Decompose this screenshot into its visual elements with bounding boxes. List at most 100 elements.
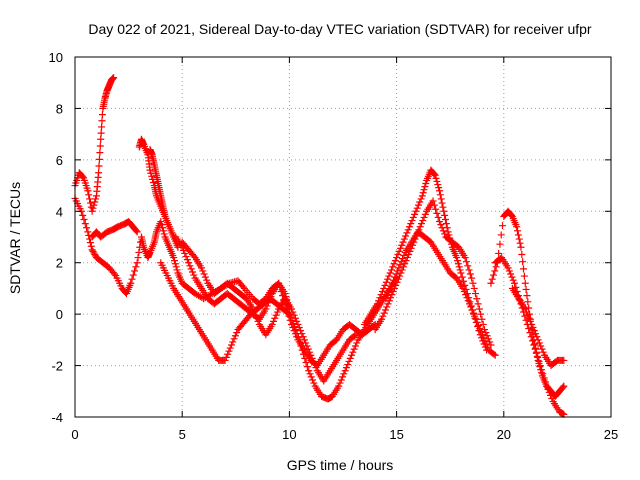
data-point-marker	[466, 270, 474, 278]
data-point-marker	[344, 361, 352, 369]
data-point-marker	[526, 329, 534, 337]
data-point-marker	[229, 338, 237, 346]
data-point-marker	[288, 320, 296, 328]
data-point-marker	[348, 351, 356, 359]
grid	[75, 57, 611, 417]
data-point-marker	[98, 117, 106, 125]
data-point-marker	[516, 239, 524, 247]
data-point-marker	[382, 278, 390, 286]
data-point-marker	[524, 298, 532, 306]
data-point-marker	[387, 266, 395, 274]
data-point-marker	[291, 314, 299, 322]
data-point-marker	[505, 267, 513, 275]
data-point-marker	[478, 331, 486, 339]
data-point-marker	[434, 213, 442, 221]
data-point-marker	[110, 74, 118, 82]
data-point-marker	[383, 303, 391, 311]
data-point-marker	[249, 305, 257, 313]
data-point-marker	[290, 311, 298, 319]
data-point-marker	[185, 259, 193, 267]
series-satellite-track-8	[178, 238, 360, 385]
data-point-marker	[419, 217, 427, 225]
data-point-marker	[270, 317, 278, 325]
data-point-marker	[456, 266, 464, 274]
data-point-marker	[418, 192, 426, 200]
data-point-marker	[84, 228, 92, 236]
series-satellite-track-13	[491, 254, 568, 418]
data-point-marker	[560, 356, 568, 364]
data-point-marker	[170, 257, 178, 265]
data-point-marker	[433, 209, 441, 217]
data-point-marker	[87, 242, 95, 250]
data-point-marker	[471, 290, 479, 298]
y-tick-label: 0	[56, 307, 63, 322]
data-point-marker	[402, 232, 410, 240]
data-point-marker	[399, 255, 407, 263]
data-point-marker	[346, 354, 354, 362]
data-point-marker	[396, 261, 404, 269]
data-point-marker	[534, 353, 542, 361]
data-point-marker	[127, 279, 135, 287]
data-point-marker	[95, 162, 103, 170]
data-point-marker	[286, 316, 294, 324]
data-point-marker	[135, 248, 143, 256]
data-point-marker	[133, 259, 141, 267]
series-satellite-track-3	[88, 218, 141, 241]
data-point-marker	[170, 254, 178, 262]
data-point-marker	[532, 349, 540, 357]
data-point-marker	[250, 308, 258, 316]
data-point-marker	[435, 187, 443, 195]
data-point-marker	[146, 166, 154, 174]
data-point-marker	[465, 266, 473, 274]
data-point-marker	[373, 300, 381, 308]
data-point-marker	[462, 258, 470, 266]
data-point-marker	[513, 223, 521, 231]
y-tick-label: -2	[51, 359, 63, 374]
data-point-marker	[441, 216, 449, 224]
data-point-marker	[432, 205, 440, 213]
data-point-marker	[199, 267, 207, 275]
data-point-marker	[525, 314, 533, 322]
data-point-marker	[477, 310, 485, 318]
data-point-marker	[548, 394, 556, 402]
data-point-marker	[299, 333, 307, 341]
data-point-marker	[86, 239, 94, 247]
data-point-marker	[459, 284, 467, 292]
data-point-marker	[351, 342, 359, 350]
data-points	[71, 74, 568, 418]
data-point-marker	[268, 320, 276, 328]
data-point-marker	[306, 348, 314, 356]
data-point-marker	[276, 283, 284, 291]
data-point-marker	[533, 333, 541, 341]
data-point-marker	[385, 272, 393, 280]
data-point-marker	[530, 327, 538, 335]
data-point-marker	[203, 276, 211, 284]
data-point-marker	[480, 334, 488, 342]
plot-frame	[74, 56, 612, 418]
data-point-marker	[133, 228, 141, 236]
data-point-marker	[341, 367, 349, 375]
axis-ticks	[74, 56, 612, 418]
data-point-marker	[393, 267, 401, 275]
data-point-marker	[88, 207, 96, 215]
data-point-marker	[473, 318, 481, 326]
data-point-marker	[467, 303, 475, 311]
data-point-marker	[380, 284, 388, 292]
data-point-marker	[291, 330, 299, 338]
data-point-marker	[460, 288, 468, 296]
y-tick-label: 6	[56, 153, 63, 168]
series-satellite-track-5	[146, 146, 169, 220]
data-point-marker	[438, 224, 446, 232]
data-point-marker	[89, 204, 97, 212]
data-point-marker	[233, 329, 241, 337]
y-tick-label: -4	[51, 410, 63, 425]
data-point-marker	[352, 331, 360, 339]
data-point-marker	[253, 314, 261, 322]
data-point-marker	[534, 336, 542, 344]
data-point-marker	[351, 332, 359, 340]
data-point-marker	[435, 184, 443, 192]
data-point-marker	[468, 306, 476, 314]
series-satellite-track-2	[71, 194, 293, 313]
data-point-marker	[541, 378, 549, 386]
data-point-marker	[200, 270, 208, 278]
